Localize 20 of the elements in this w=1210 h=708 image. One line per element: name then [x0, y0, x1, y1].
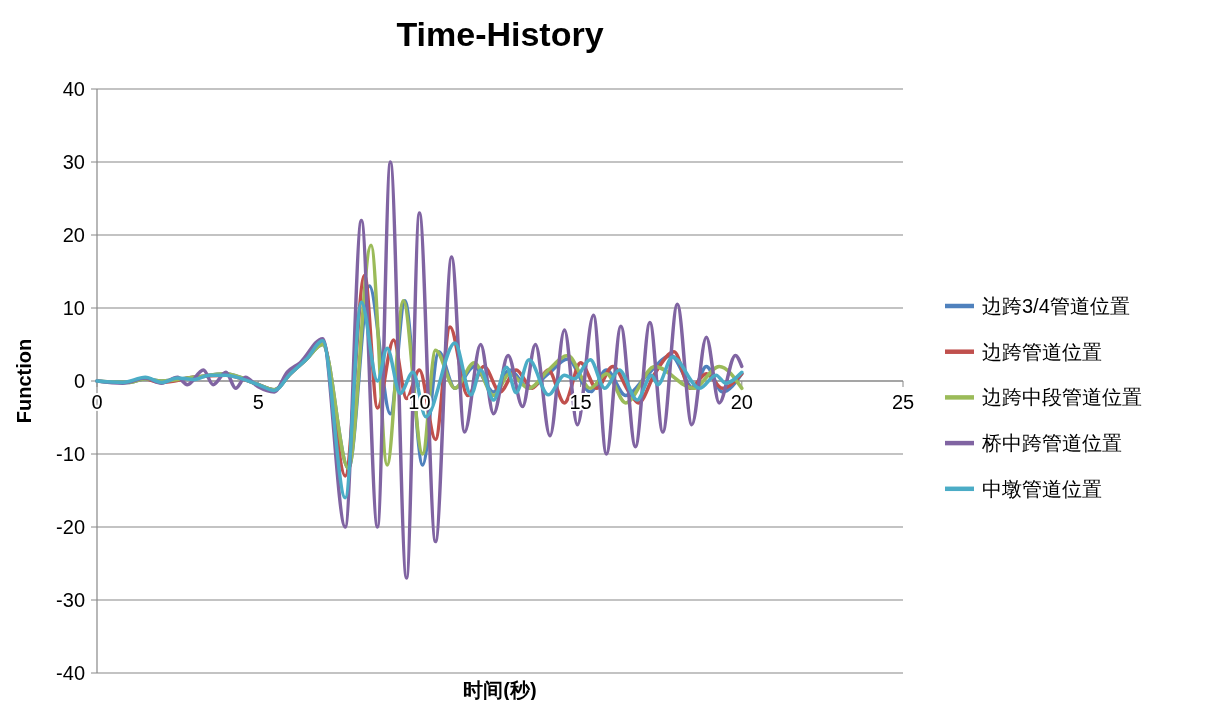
- x-tick-label: 5: [252, 391, 264, 413]
- x-tick-label: 25: [891, 391, 915, 413]
- y-tick-label: -40: [56, 662, 85, 684]
- y-tick-label: -20: [56, 516, 85, 538]
- x-tick-label: 0: [91, 391, 103, 413]
- legend-label: 中墩管道位置: [982, 477, 1102, 500]
- x-tick-label: 20: [730, 391, 753, 413]
- y-tick-label: 40: [62, 78, 85, 100]
- y-tick-label: 0: [73, 370, 85, 392]
- y-axis-title: Function: [13, 338, 35, 424]
- legend-label: 边跨管道位置: [982, 340, 1102, 363]
- y-tick-label: 30: [62, 151, 85, 173]
- y-tick-label: 20: [62, 224, 85, 246]
- chart-title: Time-History: [396, 15, 604, 53]
- y-tick-label: -30: [56, 589, 85, 611]
- y-tick-label: 10: [62, 297, 85, 319]
- y-tick-label: -10: [56, 443, 85, 465]
- legend-label: 边跨3/4管道位置: [982, 295, 1130, 317]
- legend-label: 边跨中段管道位置: [982, 386, 1142, 409]
- legend-label: 桥中跨管道位置: [981, 432, 1122, 455]
